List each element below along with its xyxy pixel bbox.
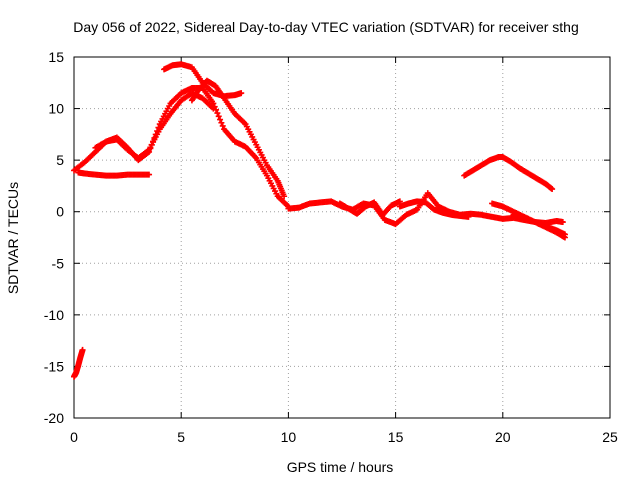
series-arc-4 [75, 169, 153, 179]
series-arc-7 [285, 190, 566, 228]
x-tick-label: 10 [281, 429, 297, 445]
x-tick-label: 15 [388, 429, 404, 445]
data-point [281, 193, 288, 200]
data-point [396, 198, 403, 205]
data-point [559, 219, 566, 226]
x-tick-label: 5 [177, 429, 185, 445]
series-arc-10 [461, 154, 556, 193]
series-arc-12 [510, 211, 568, 241]
plot-frame [73, 56, 611, 419]
chart-title: Day 056 of 2022, Sidereal Day-to-day VTE… [73, 19, 579, 35]
data-point [561, 234, 568, 241]
y-tick-label: 0 [56, 204, 64, 220]
data-point [210, 105, 217, 112]
x-axis-label: GPS time / hours [287, 459, 394, 475]
y-tick-label: -10 [44, 307, 64, 323]
data-point-interp [217, 116, 224, 123]
x-tick-label: 20 [495, 429, 511, 445]
y-tick-label: 5 [56, 152, 64, 168]
axis-ticks: 0 5 10 15 20 25 -20 -15 -10 -5 0 5 10 15 [44, 49, 618, 445]
y-tick-label: 10 [48, 101, 64, 117]
data-point [238, 90, 245, 97]
data-point-interp [219, 122, 226, 129]
series-arc-6 [161, 61, 245, 100]
y-axis-label: SDTVAR / TECUs [5, 182, 21, 294]
grid-lines [74, 57, 610, 418]
data-point-interp [215, 113, 222, 120]
y-tick-label: -20 [44, 410, 64, 426]
series-arc-9 [336, 198, 403, 218]
data-point [79, 346, 86, 353]
series-arc-5 [92, 90, 217, 162]
x-tick-label: 0 [70, 429, 78, 445]
data-point [549, 186, 556, 193]
y-tick-label: 15 [48, 49, 64, 65]
data-points [71, 61, 568, 380]
x-tick-label: 25 [602, 429, 618, 445]
data-point-interp [214, 110, 221, 117]
y-tick-label: -15 [44, 358, 64, 374]
data-point [146, 171, 153, 178]
series-arc-8 [396, 198, 472, 220]
series-arc-1 [71, 346, 86, 380]
data-point-interp [218, 119, 225, 126]
data-point [465, 213, 472, 220]
y-tick-label: -5 [52, 255, 65, 271]
